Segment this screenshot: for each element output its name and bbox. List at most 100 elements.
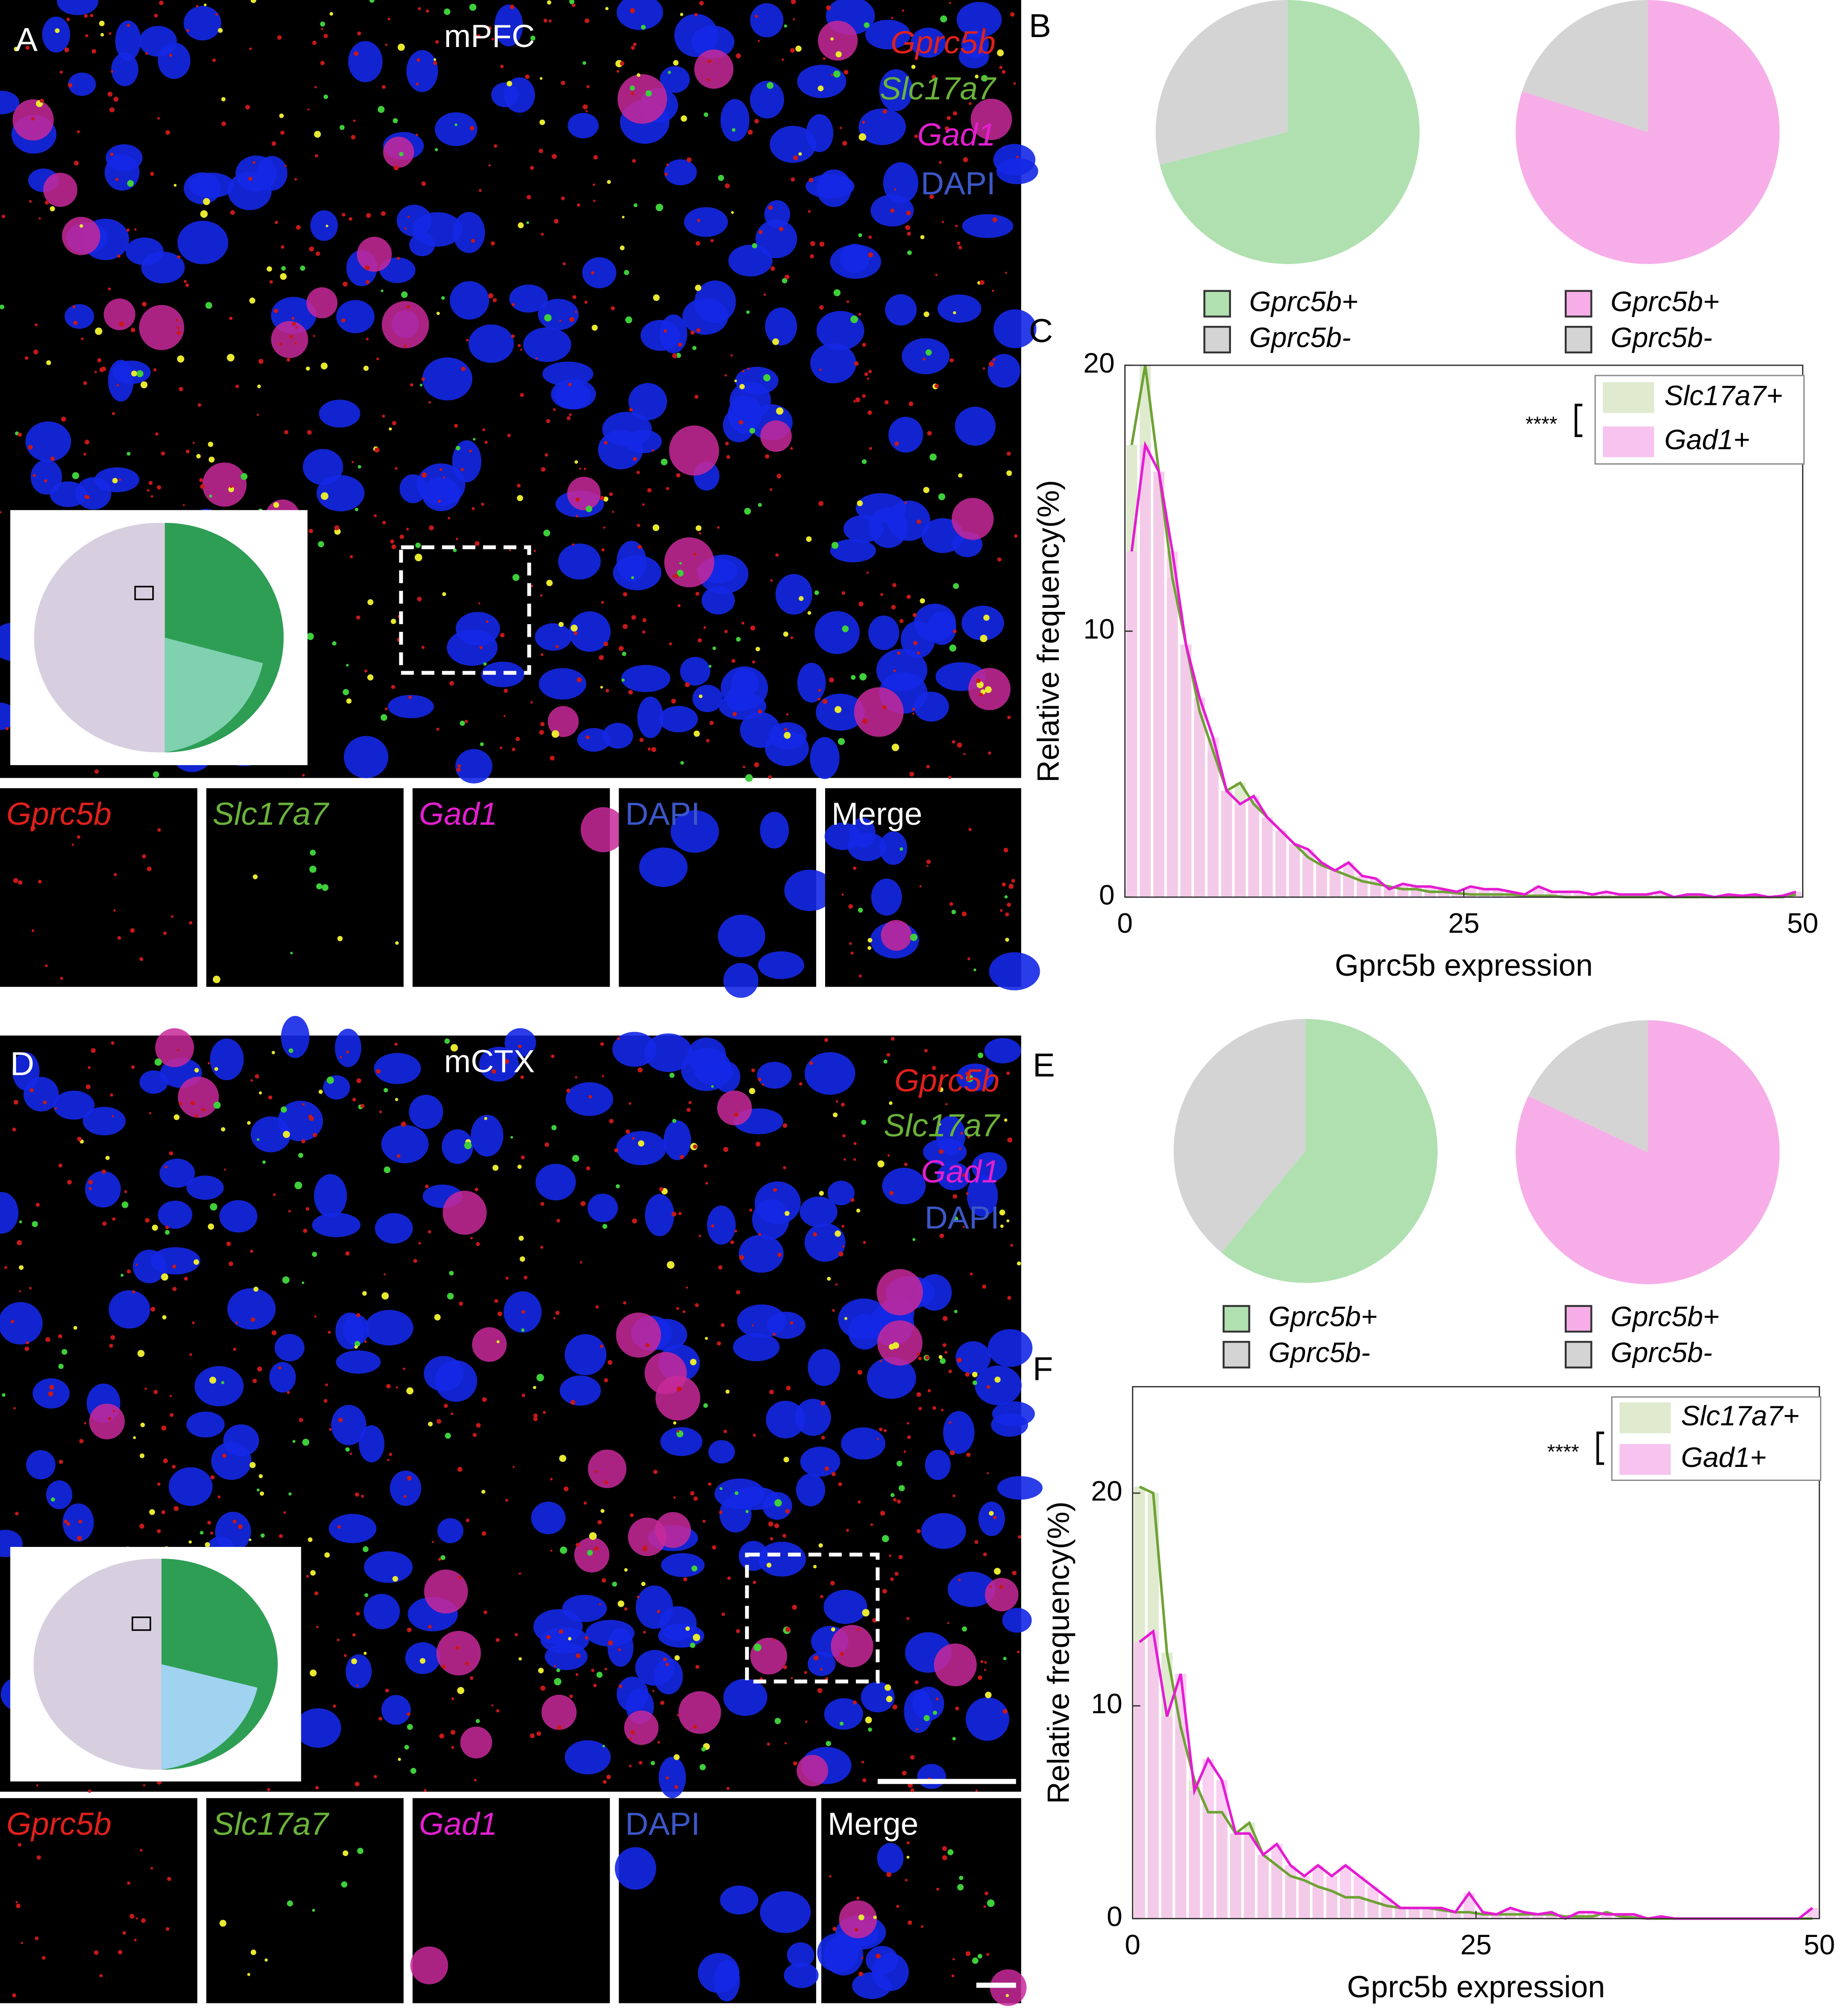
puncta xyxy=(893,1498,897,1502)
puncta xyxy=(284,164,287,167)
puncta xyxy=(586,505,592,512)
puncta xyxy=(577,203,580,207)
puncta xyxy=(750,625,756,631)
histogram-bar xyxy=(1134,1642,1145,1919)
puncta xyxy=(169,1413,174,1417)
puncta xyxy=(407,305,411,309)
puncta xyxy=(136,370,144,377)
puncta xyxy=(826,5,831,10)
puncta xyxy=(966,1192,969,1195)
puncta xyxy=(989,1585,992,1588)
panel-letter: E xyxy=(1033,1046,1055,1084)
puncta xyxy=(599,655,604,660)
puncta xyxy=(958,473,962,478)
puncta xyxy=(495,1638,500,1642)
puncta xyxy=(907,1435,911,1439)
nucleus xyxy=(750,3,784,38)
puncta xyxy=(899,619,904,623)
puncta xyxy=(171,915,174,918)
puncta xyxy=(45,964,48,968)
puncta xyxy=(980,1660,984,1664)
puncta xyxy=(328,1330,331,1334)
nucleus xyxy=(343,736,389,778)
puncta xyxy=(497,1311,502,1316)
puncta xyxy=(625,1129,630,1134)
puncta xyxy=(835,1283,838,1286)
puncta xyxy=(229,316,233,320)
puncta xyxy=(267,1788,271,1791)
nucleus xyxy=(227,171,272,211)
puncta xyxy=(676,1714,679,1716)
puncta xyxy=(19,1220,22,1223)
puncta xyxy=(924,1715,930,1721)
puncta xyxy=(629,1737,632,1741)
puncta xyxy=(877,1160,885,1168)
puncta xyxy=(916,1728,919,1730)
nucleus xyxy=(406,50,438,92)
gad1-cell xyxy=(877,1320,923,1366)
puncta xyxy=(66,1522,70,1526)
puncta xyxy=(916,519,921,524)
puncta xyxy=(594,1546,599,1551)
puncta xyxy=(337,1525,341,1529)
puncta xyxy=(667,1261,675,1269)
nucleus xyxy=(943,1411,975,1454)
puncta xyxy=(134,1939,137,1942)
puncta xyxy=(711,1224,714,1228)
puncta xyxy=(100,33,104,37)
puncta xyxy=(470,1236,473,1240)
puncta xyxy=(790,1677,793,1679)
puncta xyxy=(348,217,352,221)
puncta xyxy=(140,1849,143,1852)
puncta xyxy=(853,866,857,870)
gad1-cell xyxy=(760,420,792,452)
puncta xyxy=(364,1340,367,1343)
puncta xyxy=(890,1493,895,1497)
puncta xyxy=(992,217,998,222)
puncta xyxy=(593,1683,597,1687)
puncta xyxy=(752,1580,756,1584)
puncta xyxy=(210,1532,213,1535)
puncta xyxy=(299,1418,303,1422)
histogram-bar xyxy=(1312,1865,1324,1919)
puncta xyxy=(520,393,524,397)
puncta xyxy=(676,1429,680,1433)
puncta xyxy=(982,1284,986,1289)
puncta xyxy=(819,368,822,371)
puncta xyxy=(584,18,590,23)
nucleus xyxy=(381,1125,429,1164)
puncta xyxy=(269,280,273,284)
puncta xyxy=(818,501,824,506)
puncta xyxy=(607,180,611,184)
puncta xyxy=(671,1212,677,1217)
puncta xyxy=(407,1627,412,1632)
nucleus xyxy=(830,244,882,279)
puncta xyxy=(382,521,386,525)
roi-box xyxy=(745,1552,880,1684)
puncta xyxy=(695,284,701,291)
puncta xyxy=(883,1059,888,1064)
puncta xyxy=(259,1491,264,1496)
puncta xyxy=(984,1668,986,1671)
nucleus xyxy=(992,1401,1035,1427)
puncta xyxy=(381,1292,389,1300)
puncta xyxy=(281,245,285,249)
puncta xyxy=(207,1062,210,1065)
puncta xyxy=(814,590,819,595)
puncta xyxy=(44,479,47,483)
puncta xyxy=(817,85,824,92)
puncta xyxy=(533,550,536,552)
nucleus xyxy=(962,214,1014,238)
puncta xyxy=(447,1292,454,1300)
puncta xyxy=(154,1058,162,1066)
nucleus xyxy=(30,459,62,495)
nucleus xyxy=(674,14,718,57)
puncta xyxy=(200,484,205,489)
puncta xyxy=(819,241,825,247)
puncta xyxy=(520,1256,526,1262)
puncta xyxy=(726,455,730,459)
puncta xyxy=(783,1457,789,1462)
puncta xyxy=(704,112,709,117)
puncta xyxy=(723,1147,728,1152)
nucleus xyxy=(0,1192,19,1234)
